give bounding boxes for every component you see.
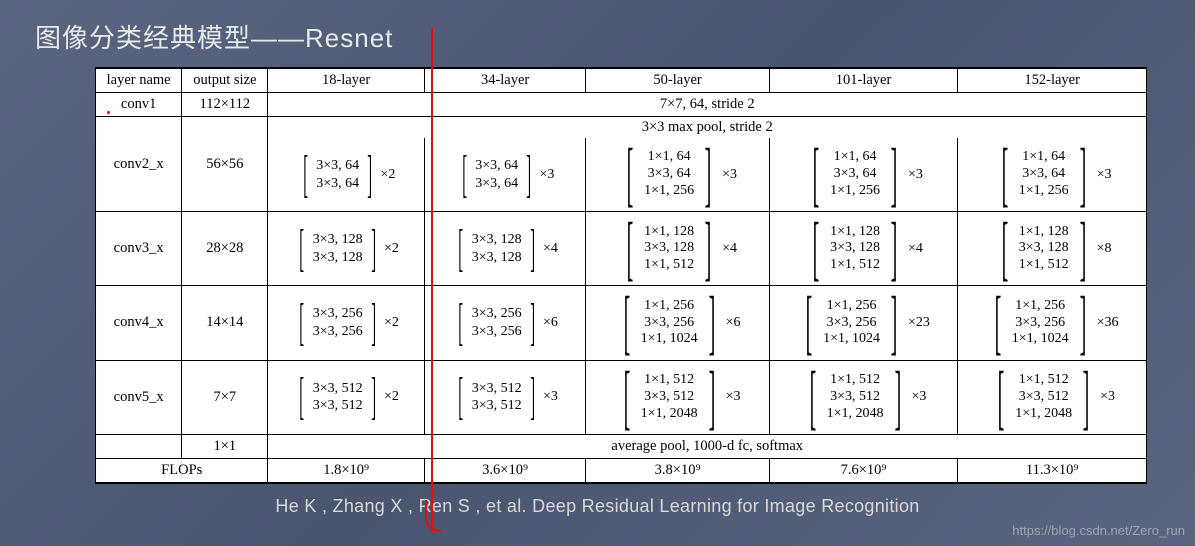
table-row: conv4_x14×14[3×3, 2563×3, 256]×2[3×3, 25… [96,286,1147,360]
red-dot [107,111,110,114]
block-cell: [3×3, 5123×3, 512]×3 [424,360,586,434]
header-cell: 50-layer [586,68,769,93]
block-cell: [1×1, 643×3, 641×1, 256]×3 [586,138,769,212]
output-size-cell: 112×112 [182,93,268,117]
output-size-cell: 28×28 [182,212,268,286]
table-row: conv3_x28×28[3×3, 1283×3, 128]×2[3×3, 12… [96,212,1147,286]
block-cell: [3×3, 2563×3, 256]×2 [268,286,424,360]
citation-text: He K , Zhang X , Ren S , et al. Deep Res… [0,496,1195,517]
block-cell: [1×1, 5123×3, 5121×1, 2048]×3 [958,360,1147,434]
table-row: conv5_x7×7[3×3, 5123×3, 512]×2[3×3, 5123… [96,360,1147,434]
block-cell: [3×3, 643×3, 64]×3 [424,138,586,212]
output-size-cell: 7×7 [182,360,268,434]
flops-value: 3.8×10⁹ [586,458,769,483]
layer-name-cell: conv4_x [96,286,182,360]
block-cell: [1×1, 5123×3, 5121×1, 2048]×3 [769,360,958,434]
header-cell: output size [182,68,268,93]
layer-name-cell: conv5_x [96,360,182,434]
header-cell: 152-layer [958,68,1147,93]
empty-cell [96,434,182,458]
header-cell: layer name [96,68,182,93]
flops-label: FLOPs [96,458,268,483]
resnet-table: layer nameoutput size18-layer34-layer50-… [95,67,1147,484]
block-cell: [1×1, 1283×3, 1281×1, 512]×4 [586,212,769,286]
block-cell: [3×3, 5123×3, 512]×2 [268,360,424,434]
conv1-desc: 7×7, 64, stride 2 [268,93,1147,117]
block-cell: [1×1, 5123×3, 5121×1, 2048]×3 [586,360,769,434]
layer-name-cell: conv3_x [96,212,182,286]
layer-name-cell: conv2_x [96,117,182,212]
block-cell: [3×3, 1283×3, 128]×2 [268,212,424,286]
output-size-cell: 56×56 [182,117,268,212]
table-row: FLOPs1.8×10⁹3.6×10⁹3.8×10⁹7.6×10⁹11.3×10… [96,458,1147,483]
final-desc: average pool, 1000-d fc, softmax [268,434,1147,458]
block-cell: [1×1, 2563×3, 2561×1, 1024]×23 [769,286,958,360]
table-row: conv2_x56×563×3 max pool, stride 2 [96,117,1147,139]
table-row: conv1112×1127×7, 64, stride 2 [96,93,1147,117]
block-cell: [3×3, 643×3, 64]×2 [268,138,424,212]
table-row: 1×1average pool, 1000-d fc, softmax [96,434,1147,458]
header-cell: 34-layer [424,68,586,93]
block-cell: [1×1, 1283×3, 1281×1, 512]×8 [958,212,1147,286]
flops-value: 7.6×10⁹ [769,458,958,483]
watermark-text: https://blog.csdn.net/Zero_run [1012,523,1185,538]
page-title: 图像分类经典模型——Resnet [0,0,1195,55]
flops-value: 1.8×10⁹ [268,458,424,483]
block-cell: [3×3, 1283×3, 128]×4 [424,212,586,286]
block-cell: [3×3, 2563×3, 256]×6 [424,286,586,360]
block-cell: [1×1, 1283×3, 1281×1, 512]×4 [769,212,958,286]
flops-value: 11.3×10⁹ [958,458,1147,483]
header-row: layer nameoutput size18-layer34-layer50-… [96,68,1147,93]
block-cell: [1×1, 643×3, 641×1, 256]×3 [958,138,1147,212]
block-cell: [1×1, 2563×3, 2561×1, 1024]×6 [586,286,769,360]
flops-value: 3.6×10⁹ [424,458,586,483]
header-cell: 101-layer [769,68,958,93]
resnet-table-container: layer nameoutput size18-layer34-layer50-… [95,67,1147,484]
block-cell: [1×1, 643×3, 641×1, 256]×3 [769,138,958,212]
output-size-cell: 14×14 [182,286,268,360]
header-cell: 18-layer [268,68,424,93]
block-cell: [1×1, 2563×3, 2561×1, 1024]×36 [958,286,1147,360]
output-size-cell: 1×1 [182,434,268,458]
